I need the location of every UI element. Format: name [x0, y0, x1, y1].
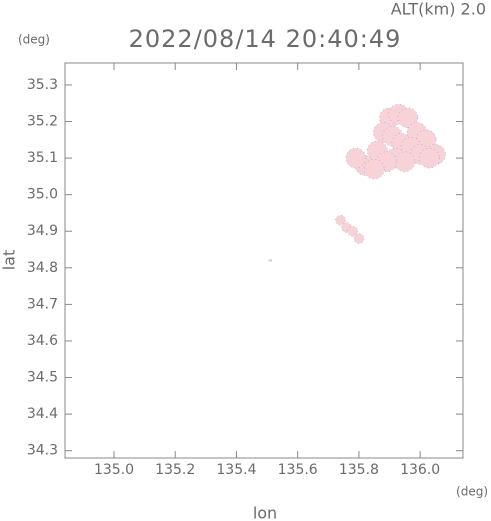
- plot-frame: [64, 62, 464, 459]
- x-tick-label: 135.2: [155, 462, 195, 478]
- chart-title: 2022/08/14 20:40:49: [129, 25, 402, 53]
- echo-point: [364, 158, 385, 180]
- y-tick-label: 34.9: [27, 223, 58, 239]
- x-tick-label: 135.4: [216, 462, 256, 478]
- echo-point: [397, 107, 419, 129]
- x-tick-label: 135.8: [339, 462, 379, 478]
- y-tick-label: 35.1: [27, 150, 58, 166]
- y-tick-label: 34.4: [27, 406, 58, 422]
- echo-point: [345, 147, 367, 169]
- echo-point: [394, 151, 416, 172]
- echo-point: [419, 147, 440, 169]
- y-tick-label: 35.2: [27, 114, 58, 130]
- echo-point: [347, 226, 358, 237]
- y-tick-label: 34.3: [27, 443, 58, 459]
- x-unit: (deg): [456, 485, 488, 499]
- x-tick-label: 136.0: [400, 462, 440, 478]
- y-unit: (deg): [18, 33, 50, 47]
- y-tick-label: 35.3: [27, 77, 58, 93]
- echo-point: [353, 233, 365, 244]
- y-tick-label: 35.0: [27, 187, 58, 203]
- altitude-label: ALT(km) 2.0: [391, 0, 486, 19]
- y-tick-label: 34.5: [27, 370, 58, 386]
- x-tick-label: 135.0: [94, 462, 134, 478]
- y-tick-label: 34.7: [27, 296, 58, 312]
- echo-point: [335, 215, 346, 226]
- y-tick-label: 34.8: [27, 260, 58, 276]
- echo-point: [268, 258, 272, 263]
- y-axis-label: lat: [0, 250, 19, 271]
- x-axis-label: lon: [253, 504, 277, 521]
- x-tick-label: 135.6: [278, 462, 318, 478]
- y-tick-label: 34.6: [27, 333, 58, 349]
